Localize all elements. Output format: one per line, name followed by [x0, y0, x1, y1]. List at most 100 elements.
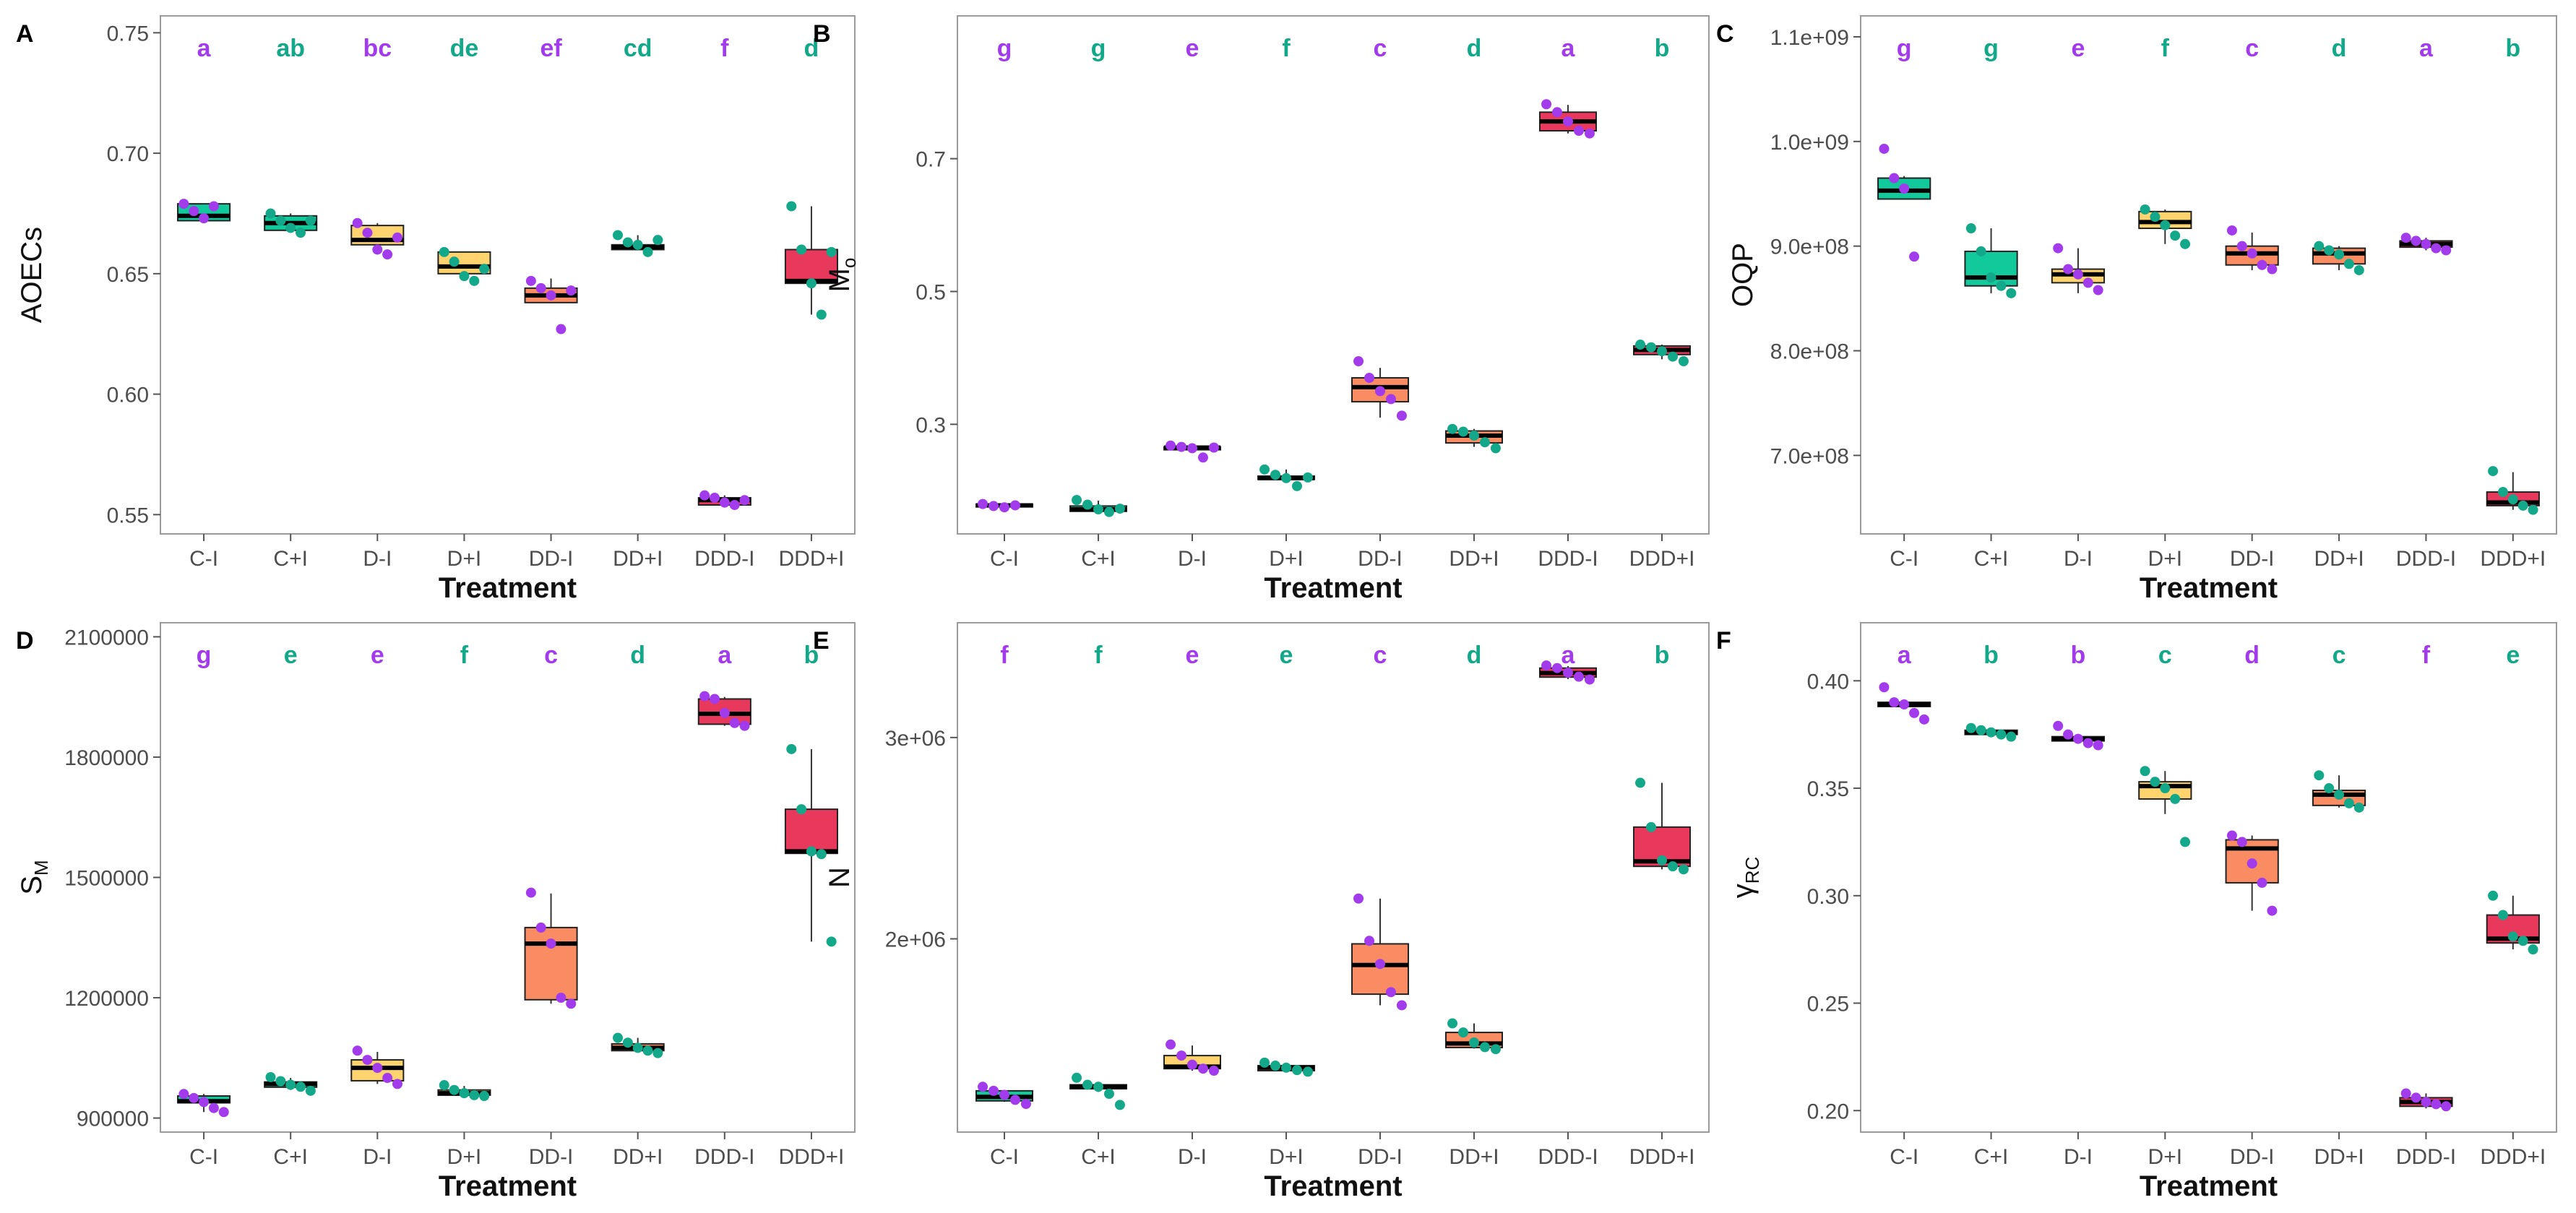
data-point: [352, 1045, 363, 1056]
data-point: [786, 201, 797, 212]
data-point: [1093, 1082, 1103, 1092]
box-D+I: [2138, 204, 2192, 249]
x-tick-label: C-I: [189, 1145, 218, 1169]
data-point: [2343, 798, 2354, 808]
data-point: [2236, 837, 2247, 847]
box-DD-I: [2225, 225, 2279, 275]
data-point: [806, 278, 817, 289]
data-point: [1976, 725, 1986, 735]
data-point: [2267, 264, 2278, 275]
significance-letter: e: [371, 642, 384, 669]
data-point: [189, 206, 199, 217]
data-point: [2063, 729, 2074, 740]
data-point: [1552, 662, 1563, 673]
x-tick-label: C+I: [1081, 1145, 1116, 1169]
data-point: [525, 275, 536, 286]
box-C+I: [264, 208, 318, 238]
data-point: [1667, 861, 1678, 872]
significance-letter: g: [197, 642, 212, 669]
box-body: [524, 926, 578, 1001]
box-DDD-I: [2399, 1088, 2453, 1112]
data-point: [988, 501, 999, 511]
panel-a: A 0.55 0.60 0.65 0.70 0.75 AOECs C-I C+I D-I D+I DD…: [16, 15, 856, 604]
significance-letter: g: [997, 35, 1012, 62]
x-tick-label: C-I: [1890, 1145, 1918, 1169]
data-point: [2257, 877, 2267, 888]
data-point: [1281, 1062, 1291, 1073]
data-point: [1646, 342, 1657, 353]
data-point: [2006, 288, 2017, 298]
data-point: [1986, 272, 1996, 283]
data-point: [652, 235, 663, 246]
data-point: [613, 1032, 624, 1043]
y-tick-label: 1800000: [64, 746, 149, 770]
x-tick-label: DDD+I: [779, 547, 845, 571]
data-point: [1667, 351, 1678, 362]
box-DDD-I: [697, 490, 751, 510]
x-tick-label: D+I: [1269, 1145, 1304, 1169]
data-point: [2528, 944, 2538, 955]
significance-letter: e: [1186, 642, 1199, 669]
significance-letter: f: [1000, 642, 1009, 669]
x-tick-label: DDD+I: [2480, 1145, 2546, 1169]
x-tick-label: D-I: [363, 547, 392, 571]
data-point: [2170, 230, 2181, 241]
data-point: [285, 223, 296, 233]
significance-letter: c: [2158, 642, 2172, 669]
data-point: [479, 1091, 490, 1102]
x-tick-label: DDD+I: [2480, 547, 2546, 571]
x-tick-label: DDD+I: [779, 1145, 845, 1169]
significance-letter: c: [544, 642, 558, 669]
data-point: [978, 498, 988, 509]
data-point: [2334, 789, 2345, 800]
significance-letter: f: [720, 35, 729, 62]
data-point: [189, 1092, 199, 1103]
y-tick-label: 1.0e+09: [1770, 131, 1849, 155]
data-point: [1093, 504, 1103, 514]
x-tick-label: DD-I: [2230, 1145, 2275, 1169]
box-DDD+I: [2486, 466, 2540, 515]
significance-letter: e: [284, 642, 298, 669]
data-point: [1909, 707, 1920, 718]
data-point: [1396, 1000, 1407, 1011]
data-point: [546, 290, 556, 301]
data-point: [1552, 107, 1563, 118]
data-point: [439, 1080, 449, 1091]
box-DD+I: [1445, 1018, 1503, 1055]
data-point: [449, 1084, 460, 1095]
data-point: [566, 285, 577, 296]
y-axis-title: SM: [16, 860, 52, 894]
data-point: [729, 499, 740, 510]
data-point: [199, 1097, 210, 1108]
data-point: [1176, 1050, 1187, 1061]
data-point: [1166, 440, 1176, 451]
data-point: [2247, 858, 2257, 869]
data-point: [739, 495, 750, 506]
data-point: [1103, 506, 1114, 517]
significance-letter: bc: [363, 35, 392, 62]
significance-letter: b: [1983, 642, 1999, 669]
data-point: [1678, 356, 1689, 366]
data-point: [1657, 855, 1667, 865]
significance-letter: c: [2332, 642, 2346, 669]
x-tick-label: C+I: [1081, 547, 1116, 571]
significance-letter: b: [804, 642, 819, 669]
data-point: [2314, 770, 2325, 781]
data-point: [178, 199, 189, 210]
data-point: [988, 1085, 999, 1096]
panel-letter: F: [1716, 627, 1731, 655]
data-point: [535, 282, 546, 293]
x-tick-label: C-I: [990, 547, 1019, 571]
data-point: [1281, 472, 1291, 483]
data-point: [699, 490, 710, 501]
significance-letter: d: [2244, 642, 2260, 669]
data-point: [1270, 1061, 1281, 1071]
data-point: [999, 1089, 1009, 1100]
data-point: [816, 309, 827, 320]
data-point: [2400, 233, 2411, 243]
data-point: [1965, 223, 1976, 234]
data-point: [1447, 423, 1458, 434]
data-point: [2063, 264, 2074, 275]
data-point: [2093, 285, 2103, 295]
data-point: [699, 691, 710, 702]
